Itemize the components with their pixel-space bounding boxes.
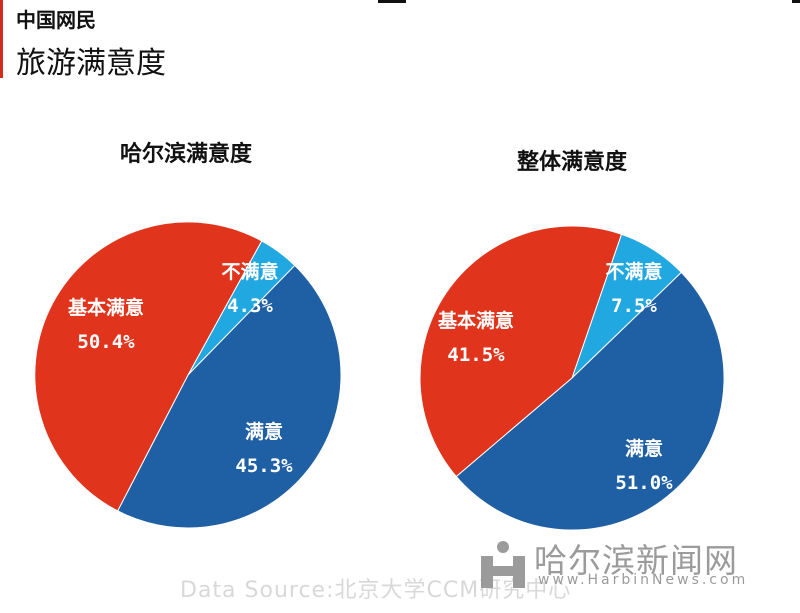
slice-label-satisfied: 满意 bbox=[245, 420, 283, 443]
pie-slice-basic bbox=[419, 225, 623, 478]
slice-value-satisfied: 51.0% bbox=[615, 472, 673, 494]
brand-watermark: 哈尔滨新闻网 www.HarbinNews.com bbox=[478, 534, 778, 594]
slice-label-unsatisfied: 不满意 bbox=[221, 260, 278, 283]
chart-title-overall: 整体满意度 bbox=[516, 150, 628, 175]
slice-label-basic: 基本满意 bbox=[437, 309, 514, 332]
slice-value-unsatisfied: 7.5% bbox=[611, 295, 657, 317]
header-accent-bar bbox=[0, 0, 3, 78]
brand-url: www.HarbinNews.com bbox=[538, 572, 749, 588]
slice-value-satisfied: 45.3% bbox=[235, 455, 293, 477]
pie-slice-satisfied bbox=[117, 264, 342, 529]
slice-value-unsatisfied: 4.3% bbox=[227, 295, 273, 317]
pie-chart-harbin: 不满意 4.3% 满意 45.3% 基本满意 50.4% bbox=[34, 221, 342, 529]
slice-label-basic: 基本满意 bbox=[67, 296, 144, 319]
header-line2: 旅游满意度 bbox=[16, 46, 166, 81]
pie-slice-basic bbox=[34, 221, 263, 512]
slice-value-basic: 41.5% bbox=[447, 344, 505, 366]
slice-value-basic: 50.4% bbox=[77, 331, 135, 353]
data-source-watermark: Data Source:北京大学CCM研究中心 bbox=[180, 578, 572, 603]
pie-slice-satisfied bbox=[455, 271, 725, 531]
header-line1: 中国网民 bbox=[16, 8, 96, 32]
slice-label-satisfied: 满意 bbox=[625, 437, 663, 460]
slice-label-unsatisfied: 不满意 bbox=[605, 260, 662, 283]
top-divider-mark bbox=[378, 0, 406, 3]
chart-title-harbin: 哈尔滨满意度 bbox=[119, 142, 253, 167]
pie-chart-overall: 不满意 7.5% 满意 51.0% 基本满意 41.5% bbox=[419, 225, 725, 531]
harbin-news-logo-icon bbox=[481, 541, 525, 588]
top-divider-mark-right bbox=[792, 0, 800, 3]
brand-name: 哈尔滨新闻网 bbox=[534, 541, 738, 580]
